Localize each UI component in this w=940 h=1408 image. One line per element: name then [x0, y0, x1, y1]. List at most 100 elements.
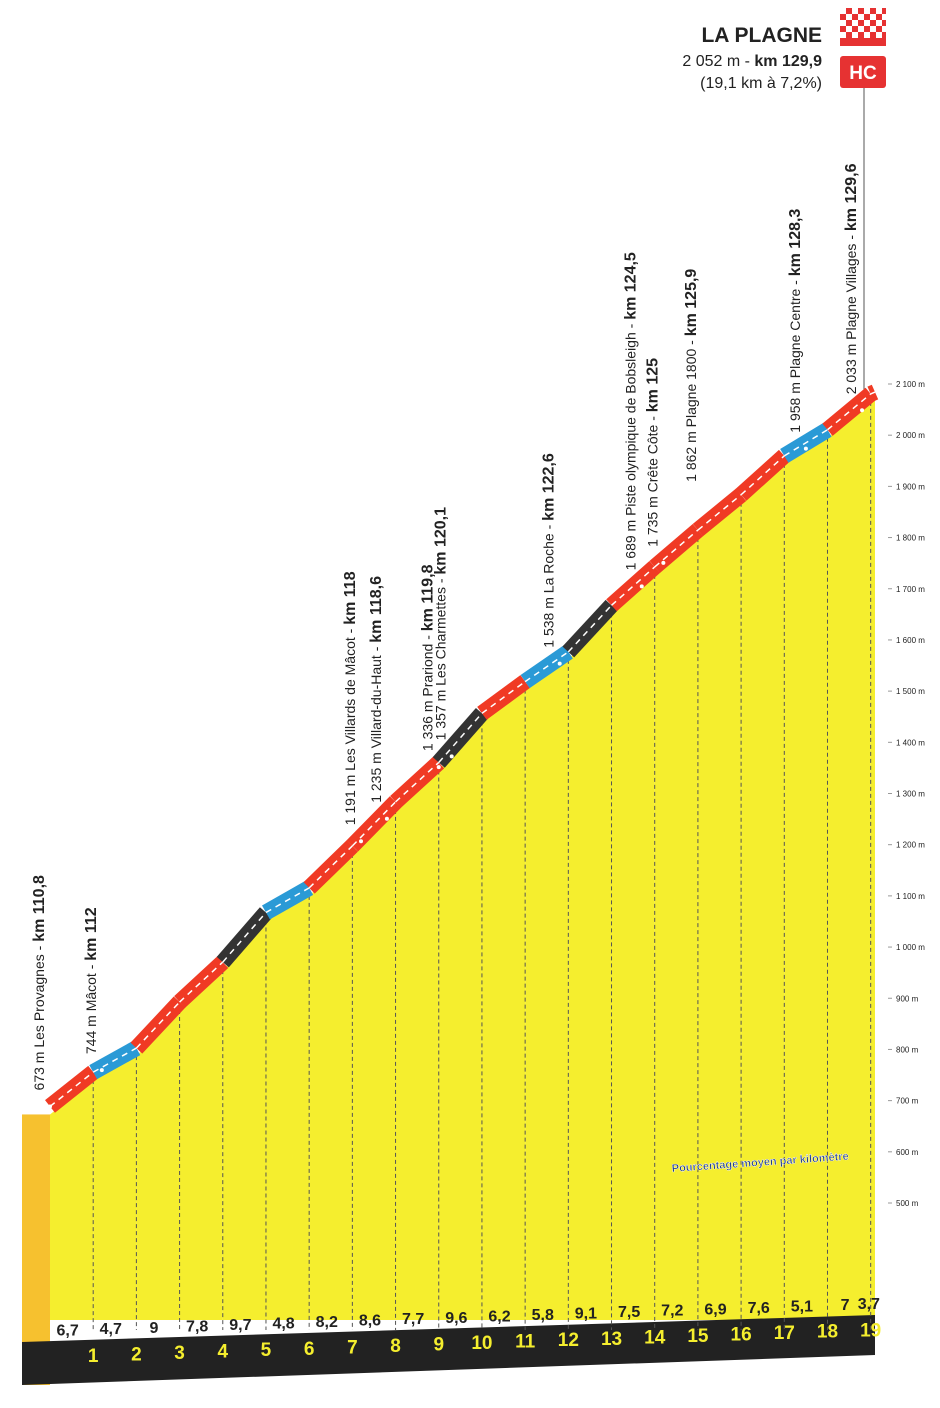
profile-segment	[309, 853, 353, 1320]
waypoint-label: 1 689 m Piste olympique de Bobsleigh - k…	[623, 252, 640, 570]
waypoint-label: 1 538 m La Roche - km 122,6	[541, 453, 558, 648]
gradient-label: 7,8	[186, 1318, 208, 1335]
waypoint-name: 1 357 m Les Charmettes -	[433, 578, 449, 740]
waypoint-km: km 128,3	[787, 209, 804, 277]
gradient-label: 4,7	[100, 1321, 122, 1338]
km-marker: 17	[774, 1323, 795, 1344]
profile-segment	[352, 809, 396, 1320]
waypoint-name: 673 m Les Provagnes -	[31, 945, 47, 1090]
waypoint-km: km 125	[644, 358, 661, 412]
profile-segment	[827, 401, 871, 1320]
profile-segment	[481, 689, 526, 1320]
road-segment	[216, 907, 273, 968]
y-tick-label: 1 000 m	[896, 943, 925, 952]
climb-title: LA PLAGNE	[701, 24, 822, 47]
km-marker: 18	[817, 1322, 838, 1343]
gradient-label: 7	[841, 1297, 850, 1314]
profile-segment	[784, 437, 828, 1320]
profile-fill	[50, 400, 875, 1320]
gradient-label: 5,8	[532, 1307, 554, 1324]
road-segment	[130, 996, 186, 1054]
km-marker: 4	[217, 1342, 228, 1363]
waypoint-label: 1 357 m Les Charmettes - km 120,1	[433, 507, 450, 740]
category-badge	[840, 56, 886, 88]
waypoint-label: 1 336 m Prariond - km 119,8	[420, 564, 437, 751]
waypoint-name: 1 191 m Les Villards de Mâcot -	[342, 628, 358, 825]
waypoint-label: 1 862 m Plagne 1800 - km 125,9	[683, 269, 700, 482]
summit-km: km 129,9	[754, 53, 822, 70]
waypoint-label: 1 958 m Plagne Centre - km 128,3	[787, 209, 804, 433]
waypoint-name: 1 538 m La Roche -	[541, 524, 557, 647]
profile-segment	[136, 1010, 180, 1320]
km-marker: 14	[644, 1327, 666, 1348]
waypoint-km: km 120,1	[433, 507, 450, 575]
profile-front	[22, 1114, 50, 1385]
gradient-label: 5,1	[791, 1298, 813, 1315]
km-marker: 8	[390, 1336, 401, 1357]
gradient-label: 7,7	[402, 1311, 424, 1328]
km-marker: 11	[515, 1332, 536, 1353]
km-marker: 15	[687, 1326, 709, 1347]
y-tick-label: 1 100 m	[896, 892, 925, 901]
y-tick-label: 1 700 m	[896, 585, 925, 594]
road-centerline	[92, 1047, 137, 1073]
waypoint-km: km 125,9	[683, 269, 700, 337]
road-centerline	[611, 566, 656, 606]
road-centerline	[395, 761, 440, 803]
waypoint-km: km 129,6	[843, 163, 860, 231]
gradient-label: 7,6	[748, 1300, 770, 1317]
profile-segment	[870, 400, 875, 1320]
gradient-label: 7,2	[661, 1303, 683, 1320]
profile-segment	[179, 970, 223, 1320]
waypoint-label: 2 033 m Plagne Villages - km 129,6	[843, 163, 860, 394]
summit-info: 2 052 m - km 129,9	[682, 53, 822, 70]
profile-segment	[741, 463, 785, 1320]
y-tick-label: 800 m	[896, 1045, 919, 1054]
gradient-label: 9,1	[575, 1306, 597, 1323]
y-tick-label: 2 100 m	[896, 380, 925, 389]
km-marker: 5	[261, 1340, 272, 1361]
gradient-label: 6,2	[488, 1308, 510, 1325]
waypoint	[860, 408, 865, 413]
road-centerline	[49, 1071, 94, 1108]
waypoint-name: 1 689 m Piste olympique de Bobsleigh -	[623, 323, 639, 570]
waypoint	[99, 1068, 104, 1073]
road-centerline	[524, 651, 569, 683]
y-tick-label: 900 m	[896, 994, 919, 1003]
gradient-label: 6,9	[704, 1301, 726, 1318]
waypoint	[700, 495, 705, 500]
waypoint-name: 2 033 m Plagne Villages -	[843, 235, 859, 395]
profile-segment	[525, 659, 569, 1320]
waypoint-name: 744 m Mâcot -	[83, 964, 99, 1054]
road-centerline	[179, 961, 224, 1003]
waypoint-name: 1 336 m Prariond -	[420, 635, 436, 751]
waypoint-label: 1 235 m Villard-du-Haut - km 118,6	[368, 576, 385, 803]
waypoint-label: 1 191 m Les Villards de Mâcot - km 118	[342, 571, 359, 825]
category: HC	[849, 63, 877, 84]
y-tick-label: 1 400 m	[896, 738, 925, 747]
waypoint	[639, 584, 644, 589]
km-marker: 19	[860, 1320, 881, 1341]
gradient-label: 4,8	[272, 1316, 294, 1333]
gradient-label: 6,7	[56, 1323, 78, 1340]
road-centerline	[827, 393, 872, 431]
km-marker: 2	[131, 1344, 142, 1365]
profile-segment	[568, 613, 612, 1320]
profile-segment	[222, 920, 266, 1320]
waypoint-km: km 118,6	[368, 576, 385, 643]
waypoint	[803, 446, 808, 451]
waypoint-name: 1 235 m Villard-du-Haut -	[368, 646, 384, 802]
profile-segment	[93, 1056, 137, 1320]
waypoint-km: km 110,8	[31, 875, 48, 942]
road-segment	[303, 840, 358, 894]
waypoint	[384, 816, 389, 821]
gradient-label: 9,6	[445, 1310, 467, 1327]
y-tick-label: 500 m	[896, 1199, 919, 1208]
profile-segment	[611, 574, 655, 1320]
finish-flag	[840, 8, 886, 46]
km-marker: 12	[558, 1330, 579, 1351]
road-centerline	[265, 887, 310, 914]
waypoint-label: 744 m Mâcot - km 112	[83, 907, 100, 1054]
road-segment	[432, 708, 488, 768]
